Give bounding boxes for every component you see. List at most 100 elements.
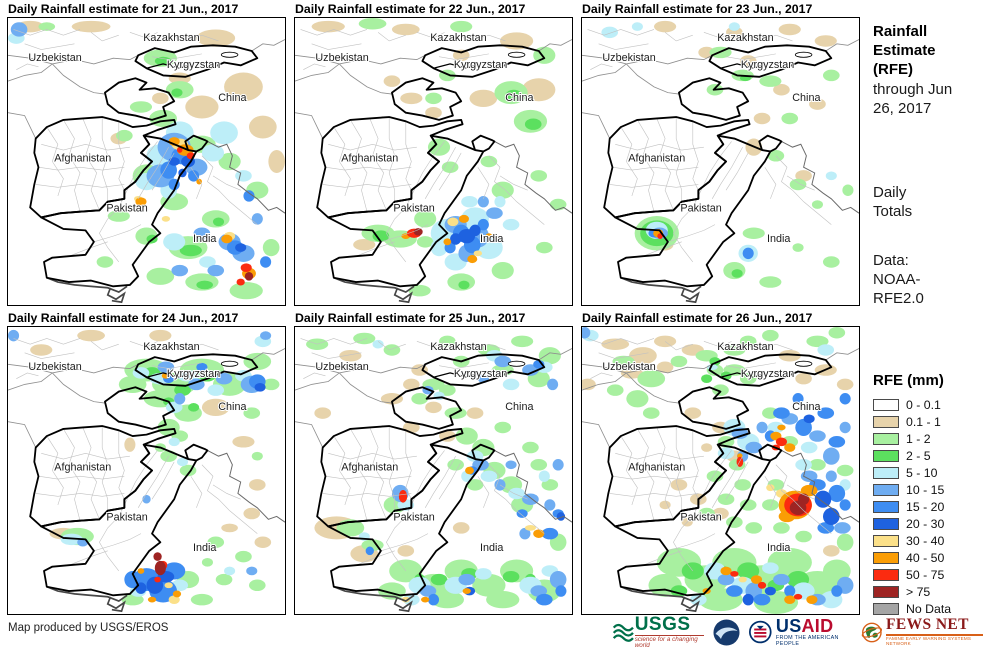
rain-cell-b2 (817, 407, 835, 419)
legend-swatch (873, 398, 899, 411)
rain-cell-b2 (828, 484, 846, 503)
rain-cell-g1 (538, 347, 561, 365)
rain-cell-y (473, 250, 482, 257)
country-label-pakistan: Pakistan (393, 512, 434, 524)
rain-cell-c (163, 233, 186, 251)
rain-cell-b2 (839, 393, 851, 405)
rain-cell-c (502, 378, 520, 391)
rain-cell-b2 (839, 499, 851, 511)
country-label-pakistan: Pakistan (106, 203, 147, 215)
rain-cell-g1 (425, 92, 442, 105)
rain-cell-t (620, 367, 643, 379)
rain-cell-g2 (179, 244, 202, 257)
legend-swatch (873, 483, 899, 496)
rain-cell-c (825, 171, 837, 181)
legend-rows: 0 - 0.1 0.1 - 1 1 - 2 2 - 5 5 - 10 10 - 15 15 … (869, 396, 981, 617)
panel-title: Daily Rainfall estimate for 25 Jun., 201… (295, 311, 526, 325)
country-label-afghanistan: Afghanistan (341, 461, 398, 473)
rain-cell-g1 (262, 378, 280, 391)
usgs-wave-icon (612, 623, 634, 642)
rain-cell-t (814, 35, 837, 47)
rain-cell-g1 (642, 407, 660, 419)
rain-cell-g1 (530, 459, 548, 471)
rain-cell-t (71, 20, 111, 33)
rain-cell-b2 (196, 362, 208, 372)
rain-cell-t (469, 89, 498, 107)
rain-cell-b1 (544, 499, 556, 511)
rain-cell-g1 (828, 327, 846, 339)
legend-swatch (873, 568, 899, 581)
rain-cell-y (447, 217, 459, 227)
rain-cell-y (164, 582, 173, 589)
fews-globe-icon (861, 622, 883, 642)
rain-cell-b1 (246, 566, 258, 576)
rain-cell-t (254, 536, 272, 548)
rain-cell-g1 (541, 479, 559, 491)
rain-cell-t (314, 407, 332, 419)
rain-cell-r (236, 278, 245, 286)
rain-cell-b3 (235, 243, 247, 252)
country-label-uzbekistan: Uzbekistan (315, 52, 368, 64)
rain-cell-b3 (764, 586, 776, 596)
rain-cell-b2 (773, 407, 790, 419)
rain-cell-g1 (781, 112, 799, 125)
rain-cell-b2 (817, 522, 835, 534)
rain-cell-g1 (811, 200, 823, 209)
rain-cell-b3 (814, 490, 832, 508)
map-panel-25-jun: Daily Rainfall estimate for 25 Jun., 201… (294, 311, 575, 616)
rain-cell-t (232, 436, 255, 448)
rain-cell-c (767, 421, 785, 434)
rainfall-raster (601, 20, 854, 288)
rain-cell-t (654, 335, 677, 348)
rain-cell-g2 (430, 573, 448, 586)
sheet-title: Rainfall Estimate (RFE) (873, 23, 936, 78)
rain-cell-g1 (466, 479, 484, 491)
rain-cell-b2 (477, 218, 489, 231)
rain-cell-b1 (582, 327, 591, 339)
rain-cell-g1 (229, 282, 263, 300)
rain-cell-t (196, 29, 236, 47)
legend-item-20-30: 20 - 30 (873, 515, 981, 532)
map-panel-24-jun: Daily Rainfall estimate for 24 Jun., 201… (7, 311, 288, 616)
rain-cell-c (403, 593, 420, 606)
rain-cell-c (224, 566, 236, 576)
usaid-tagline: FROM THE AMERICAN PEOPLE (775, 635, 839, 647)
rain-cell-c (372, 339, 384, 349)
rain-cell-b1 (260, 331, 272, 340)
rain-cell-g2 (731, 269, 743, 278)
rain-cell-c (433, 391, 445, 401)
rain-cell-g1 (427, 138, 451, 156)
legend-swatch (873, 432, 899, 445)
rain-cell-t (380, 393, 404, 405)
rain-cell-t (778, 23, 801, 36)
rain-cell-c (690, 593, 707, 606)
country-label-uzbekistan: Uzbekistan (602, 52, 655, 64)
rain-cell-g1 (383, 344, 401, 356)
rain-cell-b1 (505, 460, 517, 470)
sheet-subtitle: through Jun 26, 2017 (873, 81, 953, 117)
rain-cell-g1 (739, 335, 757, 348)
country-label-kazakhstan: Kazakhstan (430, 32, 486, 44)
rain-cell-t (221, 523, 238, 533)
rain-cell-g1 (411, 393, 428, 405)
rain-cell-dr (154, 560, 166, 576)
rain-cell-g1 (739, 499, 757, 511)
rain-cell-g1 (712, 384, 729, 396)
rain-cell-g1 (38, 22, 56, 31)
rain-cell-t (243, 507, 261, 520)
country-label-india: India (767, 542, 791, 554)
rain-cell-g1 (759, 75, 782, 87)
country-label-india: India (767, 233, 791, 245)
country-label-afghanistan: Afghanistan (628, 461, 685, 473)
rain-cell-b1 (193, 227, 211, 239)
rain-cell-t (30, 344, 53, 356)
rain-cell-c (480, 470, 498, 482)
usaid-wordmark: USAID (776, 617, 852, 635)
rain-cell-g1 (759, 276, 782, 288)
country-labels: Kazakhstan Uzbekistan Kyrgyzstan China Afgha… (601, 340, 822, 555)
country-label-kyrgyzstan: Kyrgyzstan (454, 368, 507, 380)
rain-cell-g1 (146, 267, 175, 285)
rain-cell-g1 (248, 579, 266, 592)
legend-swatch (873, 534, 899, 547)
rain-cell-b1 (8, 329, 20, 342)
